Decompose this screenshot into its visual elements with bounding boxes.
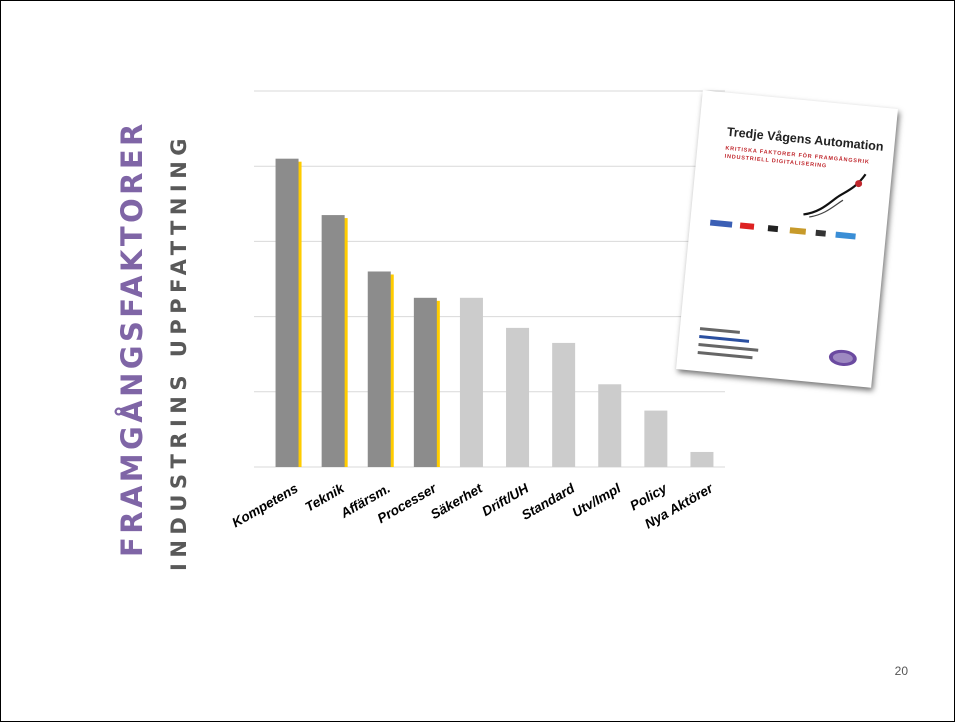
partner-logo xyxy=(767,225,779,233)
cover-text-line xyxy=(697,350,753,360)
bar-accent xyxy=(342,218,348,467)
cover-text-line xyxy=(698,343,759,352)
bar-teknik xyxy=(321,215,345,467)
partner-logo xyxy=(739,222,755,230)
bar-nya-aktörer xyxy=(690,451,714,467)
chart-category-labels: Kompetens TeknikAffärsm.ProcesserSäkerhet… xyxy=(229,480,716,532)
pia-logo-icon xyxy=(828,349,857,366)
bar-säkerhet xyxy=(459,297,483,467)
report-tagline xyxy=(709,239,868,254)
bar-kompetens xyxy=(275,158,299,467)
bar-accent xyxy=(296,161,302,467)
bar-affärsm- xyxy=(367,271,391,467)
bar-drift-uh xyxy=(506,327,530,467)
page-number: 20 xyxy=(894,664,908,678)
category-label: Kompetens xyxy=(229,480,301,530)
report-cover-image: Tredje Vågens Automation KRITISKA FAKTOR… xyxy=(676,90,898,388)
bar-utv-impl xyxy=(598,384,622,467)
category-label: Standard xyxy=(519,480,578,523)
bar-standard xyxy=(552,342,576,467)
cover-text-line xyxy=(699,335,750,343)
partner-logo xyxy=(789,227,807,235)
category-label: Säkerhet xyxy=(428,480,485,522)
wave-graphic xyxy=(803,173,867,218)
partner-logo xyxy=(709,219,733,228)
partner-logo xyxy=(835,231,856,240)
cover-text-line xyxy=(699,327,740,334)
bar-policy xyxy=(644,410,668,467)
bar-processer xyxy=(413,297,437,467)
chart-bars xyxy=(275,158,714,467)
category-label: Utv/Impl xyxy=(570,480,624,520)
partner-logo xyxy=(815,229,826,237)
bar-accent xyxy=(388,274,394,467)
bar-accent xyxy=(434,300,440,467)
